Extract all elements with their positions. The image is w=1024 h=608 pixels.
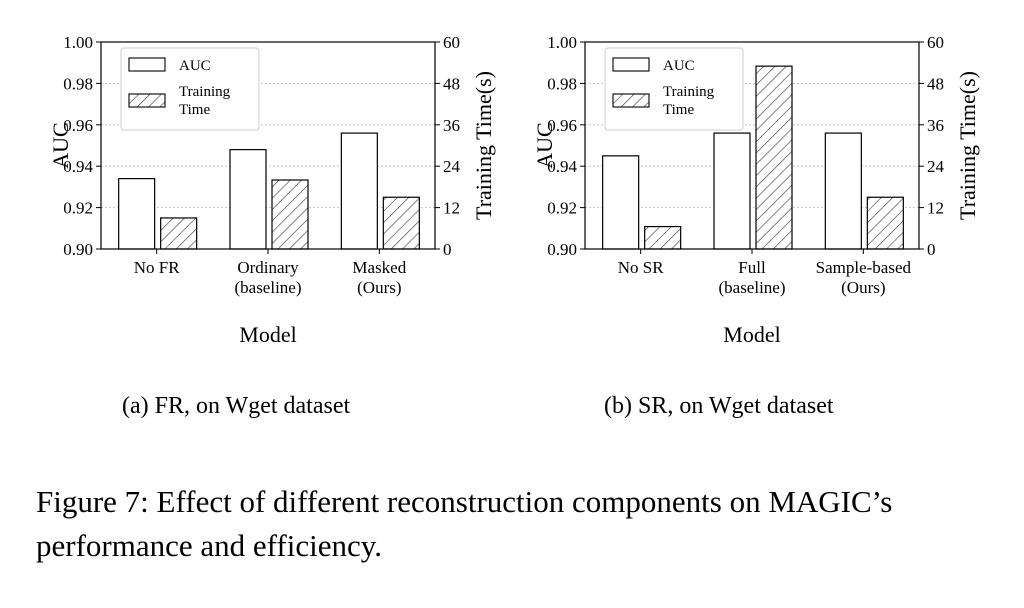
x-tick-label: Full (738, 258, 766, 277)
right-tick-label: 0 (927, 240, 936, 259)
x-tick-label: (baseline) (718, 278, 785, 297)
bar-auc (229, 149, 267, 250)
x-tick-label: No FR (134, 258, 180, 277)
chart-sr: 0.90 0.92 0.94 0.96 0.98 1.00 0 12 24 36 48 60 No SR… (532, 33, 980, 347)
left-tick-label: 0.92 (547, 199, 577, 218)
bar-auc (118, 178, 156, 250)
legend-label-auc: AUC (179, 58, 211, 74)
bar-training-time (866, 196, 904, 250)
bar-training-time (160, 217, 198, 250)
right-axis-title: Training Time(s) (471, 71, 496, 220)
legend: AUC Training Time (604, 47, 744, 131)
legend-swatch-auc (128, 57, 166, 72)
right-axis-title: Training Time(s) (955, 71, 980, 220)
legend-label-training-time: Training (663, 84, 715, 100)
chart-fr: 0.90 0.92 0.94 0.96 0.98 1.00 0 12 24 36 48 60 No FR… (48, 33, 496, 347)
left-tick-label: 0.96 (63, 116, 93, 135)
left-tick-label: 0.92 (63, 199, 93, 218)
left-tick-label: 0.98 (547, 74, 577, 93)
subcaption-a: (a) FR, on Wget dataset (122, 393, 351, 419)
left-tick-label: 1.00 (63, 33, 93, 52)
right-tick-label: 0 (443, 240, 452, 259)
right-tick-label: 12 (443, 199, 460, 218)
left-tick-label: 0.98 (63, 74, 93, 93)
x-tick-label: (Ours) (841, 278, 885, 297)
figure-caption: Figure 7: Effect of different reconstruc… (36, 484, 893, 563)
left-tick-label: 0.90 (547, 240, 577, 259)
bar-auc (713, 132, 751, 250)
x-axis-title: Model (723, 322, 780, 347)
bar-training-time (382, 196, 420, 250)
right-tick-label: 36 (443, 116, 460, 135)
right-tick-label: 48 (443, 74, 460, 93)
legend-swatch-auc (612, 57, 650, 72)
left-axis-title: AUC (48, 122, 73, 168)
bar-auc (602, 155, 640, 250)
x-tick-label: Masked (352, 258, 406, 277)
right-tick-label: 12 (927, 199, 944, 218)
bar-training-time (755, 65, 793, 250)
plot-frame (100, 41, 436, 250)
right-tick-label: 36 (927, 116, 944, 135)
bar-training-time (271, 179, 309, 250)
legend-label-training-time: Time (179, 102, 210, 118)
right-tick-label: 60 (927, 33, 944, 52)
right-tick-label: 24 (443, 157, 461, 176)
legend-label-training-time: Training (179, 84, 231, 100)
plot-frame (584, 41, 920, 250)
left-tick-label: 0.94 (63, 157, 93, 176)
x-tick-label: (Ours) (357, 278, 401, 297)
legend-swatch-training-time (612, 93, 650, 108)
left-axis-title: AUC (532, 122, 557, 168)
bar-auc (340, 132, 378, 250)
left-tick-label: 1.00 (547, 33, 577, 52)
left-tick-label: 0.94 (547, 157, 577, 176)
legend-label-auc: AUC (663, 58, 695, 74)
right-tick-label: 48 (927, 74, 944, 93)
x-tick-label: No SR (618, 258, 664, 277)
bar-auc (824, 132, 862, 250)
x-tick-label: Ordinary (237, 258, 299, 277)
legend: AUC Training Time (120, 47, 260, 131)
right-tick-label: 24 (927, 157, 945, 176)
legend-swatch-training-time (128, 93, 166, 108)
right-tick-label: 60 (443, 33, 460, 52)
left-tick-label: 0.90 (63, 240, 93, 259)
bar-training-time (644, 225, 682, 250)
subcaption-b: (b) SR, on Wget dataset (604, 393, 834, 419)
x-axis-title: Model (239, 322, 296, 347)
legend-label-training-time: Time (663, 102, 694, 118)
x-tick-label: (baseline) (234, 278, 301, 297)
left-tick-label: 0.96 (547, 116, 577, 135)
x-tick-label: Sample-based (816, 258, 912, 277)
